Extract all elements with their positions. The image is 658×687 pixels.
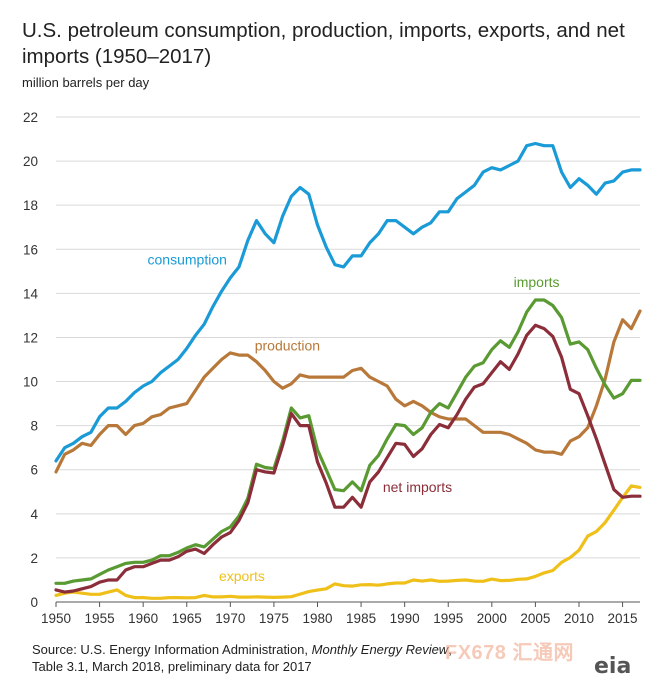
x-tick-label: 2010 xyxy=(564,611,594,626)
x-tick-label: 1985 xyxy=(346,611,376,626)
x-tick-label: 1960 xyxy=(128,611,158,626)
y-axis-units: million barrels per day xyxy=(22,75,150,90)
series-annotations: consumption production imports net imports e… xyxy=(148,252,560,584)
y-tick-label: 18 xyxy=(23,198,38,213)
y-tick-label: 22 xyxy=(23,110,38,125)
chart-title: U.S. petroleum consumption, production, … xyxy=(22,19,625,68)
gridlines xyxy=(56,116,640,603)
source-publication: Monthly Energy Review xyxy=(311,642,449,657)
annotation-net-imports: net imports xyxy=(383,479,452,495)
eia-logo: eia xyxy=(594,654,632,679)
annotation-consumption: consumption xyxy=(148,252,227,268)
x-tick-label: 2005 xyxy=(520,611,550,626)
x-tick-label: 1955 xyxy=(85,611,115,626)
x-tick-label: 1950 xyxy=(41,611,71,626)
annotation-exports: exports xyxy=(219,568,265,584)
x-tick-label: 1965 xyxy=(172,611,202,626)
x-tick-label: 1970 xyxy=(215,611,245,626)
x-tick-label: 2015 xyxy=(608,611,638,626)
y-tick-label: 6 xyxy=(30,463,38,478)
y-tick-label: 12 xyxy=(23,330,38,345)
series-line-exports xyxy=(54,484,642,600)
x-tick-label: 1995 xyxy=(433,611,463,626)
series-line-imports xyxy=(54,298,642,585)
x-tick-label: 1980 xyxy=(302,611,332,626)
x-axis-ticks: 1950 1955 1960 1965 1970 1975 1980 1985 1990 1995… xyxy=(41,602,638,626)
series-line-consumption xyxy=(54,141,642,463)
x-tick-label: 2000 xyxy=(477,611,507,626)
annotation-production: production xyxy=(255,338,320,354)
y-tick-label: 16 xyxy=(23,242,38,257)
series-line-production xyxy=(54,309,642,474)
y-axis-ticks: 0 2 4 6 8 10 12 14 16 18 20 22 xyxy=(23,110,39,610)
y-tick-label: 14 xyxy=(23,286,39,301)
source-note: Source: U.S. Energy Information Administ… xyxy=(32,641,452,675)
x-tick-label: 1990 xyxy=(390,611,420,626)
source-prefix: Source: U.S. Energy Information Administ… xyxy=(32,642,312,657)
y-tick-label: 10 xyxy=(23,375,38,390)
x-tick-label: 1975 xyxy=(259,611,289,626)
source-line-2: Table 3.1, March 2018, preliminary data … xyxy=(32,659,312,674)
y-tick-label: 0 xyxy=(30,595,38,610)
y-tick-label: 8 xyxy=(30,419,38,434)
series-lines xyxy=(54,141,642,600)
y-tick-label: 4 xyxy=(30,507,38,522)
annotation-imports: imports xyxy=(514,274,560,290)
y-tick-label: 2 xyxy=(30,551,38,566)
series-line-net-imports xyxy=(54,323,642,594)
y-tick-label: 20 xyxy=(23,154,38,169)
source-suffix: , xyxy=(448,642,452,657)
watermark-logo: FX678 汇通网 xyxy=(445,642,574,664)
